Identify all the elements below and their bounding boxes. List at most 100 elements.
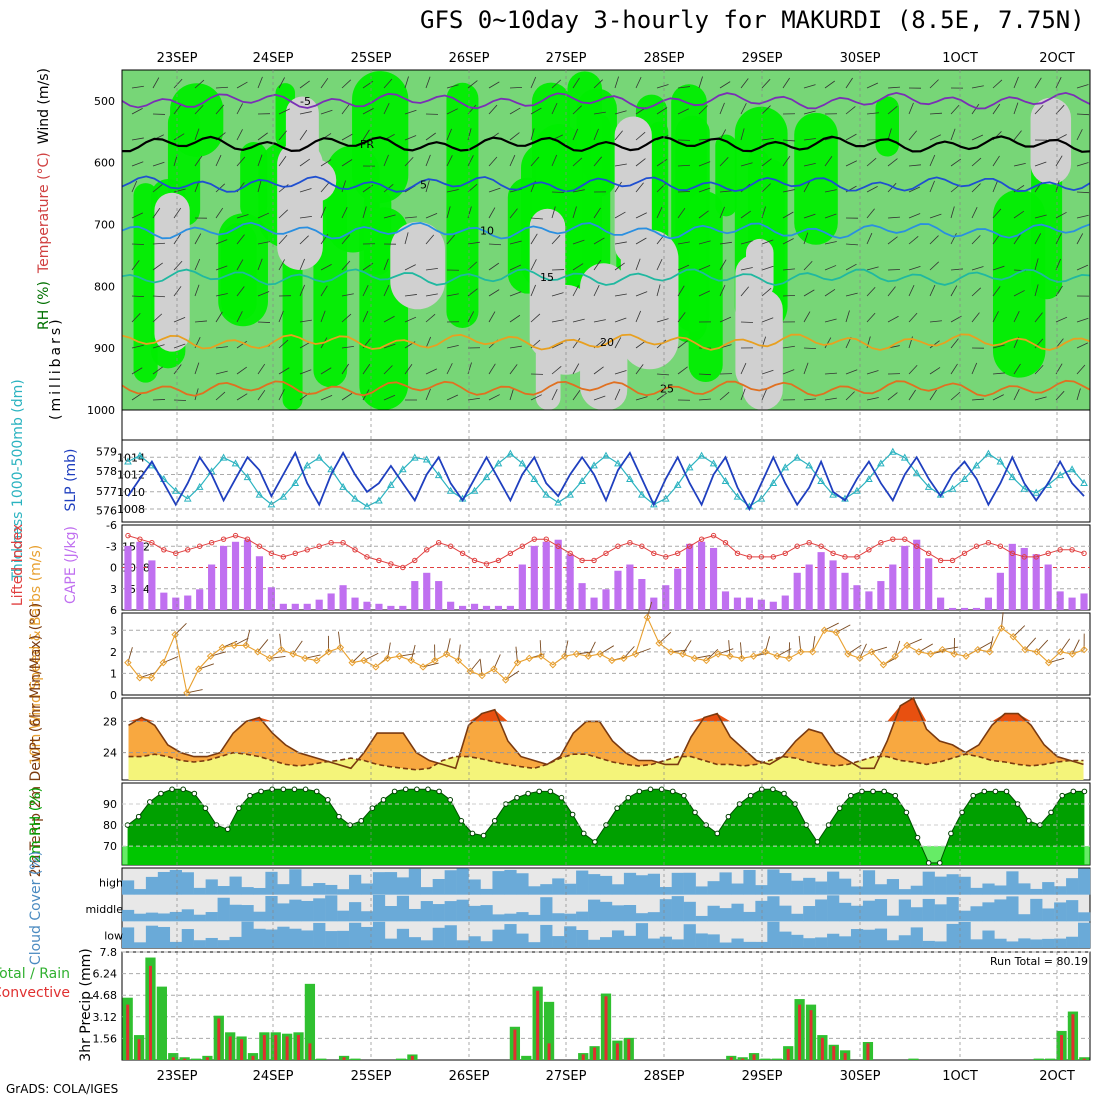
cloud-cell	[1018, 883, 1031, 895]
cloud-cell	[695, 933, 708, 948]
lifted-index-point	[376, 557, 382, 564]
thickness-point	[1080, 478, 1088, 486]
wind-barb	[446, 394, 459, 401]
date-label-bottom-5: 28SEP	[644, 1069, 685, 1084]
wind-barb	[1034, 77, 1042, 89]
cloud-cell	[217, 886, 230, 895]
wind-barb	[866, 370, 879, 375]
wind-barb	[950, 206, 955, 219]
cape-bar	[674, 568, 682, 610]
rh-point	[469, 830, 476, 837]
wind-barb	[152, 366, 163, 375]
cloud-cell	[372, 872, 386, 895]
wind-barb	[236, 156, 246, 167]
rh-point	[925, 860, 932, 866]
rh-point	[569, 811, 576, 818]
cloud-cell	[229, 936, 242, 948]
wind-barb	[383, 394, 396, 401]
wind-speed-point	[135, 674, 144, 682]
wind-barb	[1013, 311, 1020, 323]
thickness-point	[912, 469, 921, 477]
precip-total-bar	[543, 1001, 555, 1060]
cloud-cell	[850, 929, 864, 948]
cloud-cell	[994, 885, 1007, 895]
cloud-cell	[588, 939, 601, 948]
wind-speed-point	[407, 656, 415, 665]
cloud-cell	[157, 926, 171, 948]
rh-point	[658, 786, 665, 793]
wind-barb	[467, 362, 472, 375]
cloud-cell	[456, 940, 469, 948]
wind-barb	[761, 206, 766, 219]
wind-barb	[803, 213, 816, 219]
cloud-cell	[265, 871, 278, 895]
wind-barb	[908, 364, 918, 375]
wind-barb	[215, 293, 228, 297]
lifted-index-point	[1045, 550, 1051, 557]
wind-barb	[341, 363, 350, 375]
wind-barb	[719, 206, 725, 219]
wind-barb	[320, 77, 329, 89]
wind-barb	[194, 104, 204, 115]
wind-barb	[992, 233, 1001, 245]
wind-barb	[929, 213, 942, 219]
isotherm-label-10: 10	[480, 225, 494, 238]
wind-barb-10m	[1036, 639, 1049, 653]
wind-barb	[488, 156, 498, 167]
wind-barb	[488, 104, 498, 115]
thickness-point	[626, 475, 634, 483]
wind-barb	[404, 135, 417, 141]
lifted-index-point	[352, 547, 358, 553]
precip-convective-bar	[729, 1057, 733, 1060]
cape-bar	[996, 572, 1004, 610]
rh-point	[191, 790, 198, 797]
wind-speed-point	[667, 648, 675, 656]
lifted-index-point	[435, 540, 442, 546]
wind-barb	[383, 214, 396, 219]
wind-barb	[1076, 113, 1090, 116]
cloud-cell	[157, 913, 171, 922]
cape-bar	[506, 605, 514, 610]
wind-barb	[446, 344, 459, 349]
precip-convective-bar	[137, 1039, 141, 1060]
cloud-cell	[707, 934, 720, 948]
wind-barb	[803, 398, 816, 401]
wind-barb	[887, 158, 898, 167]
wind-barb	[467, 206, 472, 219]
lifted-index-point	[292, 550, 298, 557]
precip-convective-bar	[615, 1043, 619, 1060]
wind-barb	[194, 284, 200, 297]
cloud-cell	[157, 871, 171, 895]
cloud-cell	[456, 899, 469, 922]
wind-barb	[992, 372, 1005, 375]
wind-barb	[593, 259, 602, 271]
lifted-index-point	[507, 550, 514, 557]
lifted-index-point	[866, 547, 872, 553]
lifted-index-point	[961, 550, 968, 557]
wind-speed-point	[560, 652, 569, 660]
cloud-cell	[695, 886, 708, 895]
wind-barb	[992, 265, 1005, 271]
wind-barb	[404, 156, 414, 167]
thickness-point	[769, 478, 778, 486]
wind-speed-point	[537, 652, 545, 660]
wind-speed-point	[903, 641, 911, 650]
cloud-cell	[420, 901, 433, 922]
wind-barb	[341, 104, 350, 115]
wind-barb	[572, 337, 581, 349]
wind-barb	[929, 134, 941, 141]
wind-barb	[236, 286, 245, 297]
wind-barb	[635, 258, 641, 271]
wind-barb	[614, 130, 623, 141]
wind-barb	[635, 310, 642, 323]
cloud-cell	[349, 922, 362, 948]
lifted-index-point	[519, 543, 526, 549]
rh-point	[959, 809, 965, 816]
wind-barb	[488, 262, 500, 271]
wind-barb	[383, 258, 389, 271]
cloud-cell	[803, 906, 816, 922]
wind-barb	[719, 316, 732, 323]
cloud-cell	[1006, 941, 1019, 948]
cloud-cell	[552, 913, 565, 922]
thickness-point	[984, 449, 993, 457]
